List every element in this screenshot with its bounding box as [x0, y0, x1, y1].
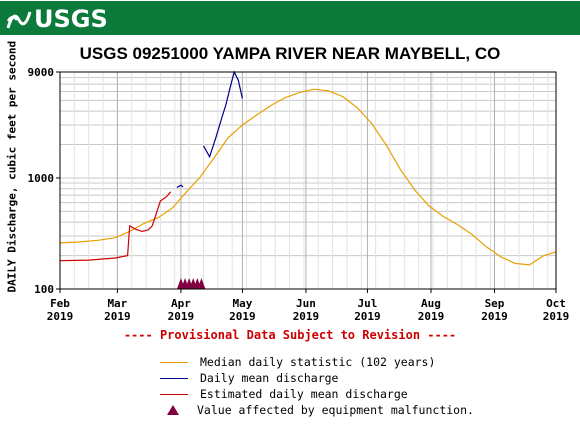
logo-text: USGS	[34, 5, 108, 33]
chart-area: 10010009000Feb2019Mar2019Apr2019May2019J…	[28, 66, 570, 323]
daily-mean-swatch	[160, 377, 188, 379]
malfunction-marker	[197, 278, 206, 289]
x-tick-year: 2019	[293, 310, 320, 323]
malfunction-markers	[176, 278, 206, 289]
x-tick-label: May	[232, 297, 252, 310]
x-tick-label: Mar	[107, 297, 127, 310]
legend-label-median: Median daily statistic (102 years)	[200, 355, 436, 369]
legend-label-estimated: Estimated daily mean discharge	[200, 387, 408, 401]
series-line-1	[176, 70, 243, 189]
grid	[59, 72, 557, 289]
plot-frame	[59, 71, 557, 290]
y-tick-label: 100	[34, 283, 54, 296]
series-line-2	[59, 191, 172, 262]
x-tick-label: Sep	[485, 297, 505, 310]
x-tick-year: 2019	[104, 310, 131, 323]
x-tick-label: Aug	[421, 297, 441, 310]
x-tick-year: 2019	[418, 310, 445, 323]
median-swatch	[160, 361, 188, 363]
x-tick-year: 2019	[47, 310, 74, 323]
malfunction-triangle-icon	[167, 405, 179, 415]
legend: Median daily statistic (102 years) Daily…	[160, 354, 474, 418]
x-tick-year: 2019	[168, 310, 195, 323]
usgs-logo[interactable]: USGS	[6, 5, 108, 33]
series-lines	[59, 70, 557, 266]
y-tick-label: 1000	[28, 172, 55, 185]
x-tick-year: 2019	[543, 310, 570, 323]
y-tick-label: 9000	[28, 66, 55, 79]
x-tick-label: Apr	[171, 297, 191, 310]
x-tick-year: 2019	[354, 310, 381, 323]
provisional-notice: ---- Provisional Data Subject to Revisio…	[123, 328, 457, 342]
legend-item-daily-mean: Daily mean discharge	[160, 370, 474, 386]
header: USGS	[0, 0, 580, 38]
legend-item-estimated: Estimated daily mean discharge	[160, 386, 474, 402]
x-tick-year: 2019	[481, 310, 508, 323]
legend-item-median: Median daily statistic (102 years)	[160, 354, 474, 370]
x-tick-label: Oct	[546, 297, 566, 310]
x-tick-year: 2019	[229, 310, 256, 323]
usgs-wave-icon	[6, 11, 32, 29]
legend-label-daily-mean: Daily mean discharge	[200, 371, 339, 385]
series-line-0	[59, 88, 557, 266]
estimated-swatch	[160, 393, 188, 395]
legend-label-malfunction: Value affected by equipment malfunction.	[197, 403, 474, 417]
header-bar: USGS	[0, 1, 580, 35]
x-tick-label: Feb	[50, 297, 70, 310]
x-tick-label: Jun	[296, 297, 316, 310]
x-tick-label: Jul	[358, 297, 378, 310]
chart-title: USGS 09251000 YAMPA RIVER NEAR MAYBELL, …	[79, 44, 501, 63]
legend-item-malfunction: Value affected by equipment malfunction.	[160, 402, 474, 418]
axes: 10010009000Feb2019Mar2019Apr2019May2019J…	[28, 66, 570, 323]
